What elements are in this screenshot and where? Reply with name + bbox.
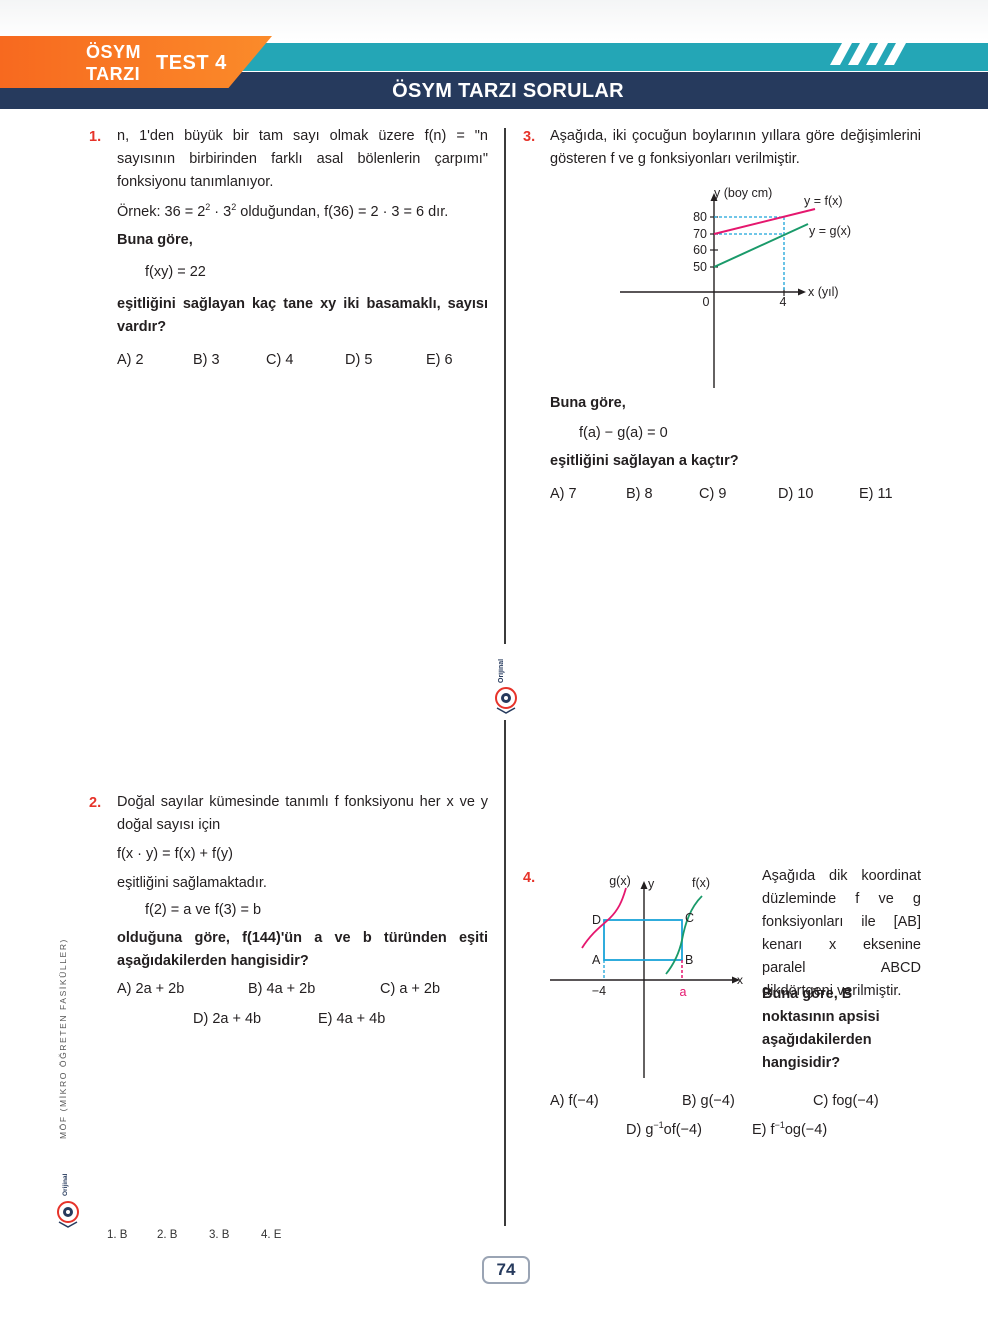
q1-option-a[interactable]: A) 2 bbox=[117, 352, 144, 368]
side-brand-logo-icon bbox=[57, 1201, 79, 1228]
q4-option-d[interactable]: D) g−1of(−4) bbox=[626, 1120, 702, 1138]
q1-option-c[interactable]: C) 4 bbox=[266, 352, 294, 368]
answer-key-2: 2. B bbox=[157, 1229, 178, 1241]
q4-y-arrow-icon bbox=[640, 881, 648, 889]
q3-option-c[interactable]: C) 9 bbox=[699, 486, 727, 502]
q4-option-c[interactable]: C) fog(−4) bbox=[813, 1093, 879, 1109]
q4-x-label: x bbox=[737, 973, 743, 987]
q3-graph: y (boy cm) x (yıl) 80 70 60 50 0 4 y = f… bbox=[620, 186, 851, 388]
q3-g-label: y = g(x) bbox=[809, 224, 851, 238]
q1-option-d[interactable]: D) 5 bbox=[345, 352, 373, 368]
q3-tick-70: 70 bbox=[693, 227, 707, 241]
header-background bbox=[0, 0, 988, 40]
q2-text: Doğal sayılar kümesinde tanımlı f fonksi… bbox=[117, 794, 488, 833]
q3-tick-60: 60 bbox=[693, 243, 707, 257]
q4-rectangle-abcd bbox=[603, 919, 683, 961]
q1-option-e[interactable]: E) 6 bbox=[426, 352, 453, 368]
q2-option-d[interactable]: D) 2a + 4b bbox=[193, 1011, 262, 1027]
q4-curve-f bbox=[665, 895, 703, 975]
q4-x-a: a bbox=[680, 985, 687, 999]
column-divider-bottom bbox=[504, 720, 506, 1226]
q3-lead: Buna göre, bbox=[550, 395, 626, 411]
q4-f-label: f(x) bbox=[692, 876, 710, 890]
q1-equation: f(xy) = 22 bbox=[145, 264, 206, 280]
q3-option-b[interactable]: B) 8 bbox=[626, 486, 653, 502]
q3-y-arrow-icon bbox=[710, 193, 718, 201]
q3-x-tick-4: 4 bbox=[780, 295, 787, 309]
q3-question: eşitliğini sağlayan a kaçtır? bbox=[550, 453, 739, 469]
q4-g-label: g(x) bbox=[609, 874, 631, 888]
q3-option-d[interactable]: D) 10 bbox=[778, 486, 814, 502]
brand-logo-icon bbox=[495, 687, 517, 714]
q1-question: eşitliğini sağlayan kaç tane xy iki basa… bbox=[117, 296, 488, 335]
q4-question: Buna göre, B noktasının apsisi aşağıdaki… bbox=[762, 986, 880, 1071]
q4-x-neg4: −4 bbox=[592, 984, 606, 998]
q4-number: 4. bbox=[523, 870, 536, 886]
q2-equation-1: f(x · y) = f(x) + f(y) bbox=[117, 846, 233, 862]
q3-tick-80: 80 bbox=[693, 210, 707, 224]
side-brand-label: Orijinal bbox=[62, 1173, 69, 1196]
q3-text: Aşağıda, iki çocuğun boylarının yıllara … bbox=[550, 128, 921, 167]
q3-line-f bbox=[713, 208, 816, 235]
q3-option-a[interactable]: A) 7 bbox=[550, 486, 577, 502]
q1-example: Örnek: 36 = 22 · 32 olduğundan, f(36) = … bbox=[117, 202, 449, 220]
header-tab-label: ÖSYM TARZI bbox=[86, 42, 142, 84]
q4-point-a: A bbox=[592, 953, 601, 967]
q2-question: olduğuna göre, f(144)'ün a ve b türünden… bbox=[117, 930, 488, 969]
decorative-slashes-icon bbox=[830, 43, 906, 65]
q1-number: 1. bbox=[89, 129, 102, 145]
q1-option-b[interactable]: B) 3 bbox=[193, 352, 220, 368]
header-orange-tab bbox=[0, 36, 272, 88]
q3-x-arrow-icon bbox=[798, 288, 806, 296]
q4-point-c: C bbox=[685, 911, 694, 925]
q3-origin-label: 0 bbox=[703, 295, 710, 309]
brand-label: Orijinal bbox=[498, 658, 505, 683]
q2-option-c[interactable]: C) a + 2b bbox=[380, 981, 441, 997]
q3-tick-50: 50 bbox=[693, 260, 707, 274]
q3-f-label: y = f(x) bbox=[804, 194, 843, 208]
side-series-label: MÖF (MİKRO ÖĞRETEN FASİKÜLLER) bbox=[58, 938, 68, 1140]
q4-x-arrow-icon bbox=[732, 976, 740, 984]
q4-option-e[interactable]: E) f−1og(−4) bbox=[752, 1120, 828, 1138]
page-number: 74 bbox=[482, 1256, 530, 1284]
q3-equation: f(a) − g(a) = 0 bbox=[579, 425, 668, 441]
q4-option-a[interactable]: A) f(−4) bbox=[550, 1093, 599, 1109]
q2-text-2: eşitliğini sağlamaktadır. bbox=[117, 875, 267, 891]
q4-graph: g(x) f(x) y x D C A B −4 a bbox=[550, 874, 743, 1078]
q1-text: n, 1'den büyük bir tam sayı olmak üzere … bbox=[117, 128, 488, 190]
q2-equation-2: f(2) = a ve f(3) = b bbox=[145, 902, 262, 918]
section-title: ÖSYM TARZI SORULAR bbox=[392, 80, 624, 102]
q4-option-b[interactable]: B) g(−4) bbox=[682, 1093, 735, 1109]
column-divider-top bbox=[504, 128, 506, 644]
q2-number: 2. bbox=[89, 795, 102, 811]
q4-text: Aşağıda dik koordinat düzleminde f ve g … bbox=[762, 868, 921, 999]
answer-key-3: 3. B bbox=[209, 1229, 230, 1241]
test-label: TEST 4 bbox=[156, 52, 227, 74]
q2-option-a[interactable]: A) 2a + 2b bbox=[117, 981, 185, 997]
q3-line-g bbox=[713, 223, 809, 268]
q4-y-label: y bbox=[648, 877, 655, 891]
q2-option-b[interactable]: B) 4a + 2b bbox=[248, 981, 316, 997]
q4-point-b: B bbox=[685, 953, 693, 967]
q3-y-axis-label: y (boy cm) bbox=[714, 186, 772, 200]
answer-key-1: 1. B bbox=[107, 1229, 128, 1241]
q2-option-e[interactable]: E) 4a + 4b bbox=[318, 1011, 386, 1027]
q4-point-d: D bbox=[592, 913, 601, 927]
q3-x-axis-label: x (yıl) bbox=[808, 285, 839, 299]
answer-key-4: 4. E bbox=[261, 1229, 282, 1241]
q1-lead: Buna göre, bbox=[117, 232, 193, 248]
q4-curve-g bbox=[581, 887, 627, 949]
q3-option-e[interactable]: E) 11 bbox=[859, 486, 893, 502]
q3-number: 3. bbox=[523, 129, 536, 145]
